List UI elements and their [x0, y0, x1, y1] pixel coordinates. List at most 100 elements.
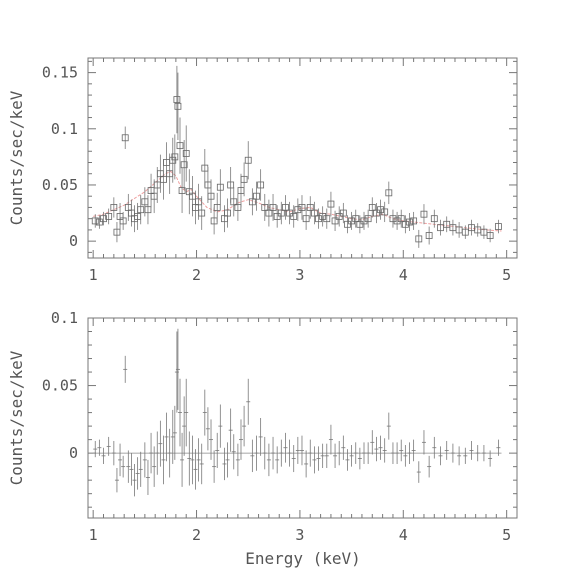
top-marker: [253, 192, 260, 200]
top-data-point: [182, 125, 190, 182]
bottom-data-point: [155, 431, 160, 475]
top-marker: [240, 175, 248, 183]
top-data-point: [244, 141, 252, 180]
top-data-point: [269, 193, 277, 221]
top-data-point: [121, 126, 129, 150]
top-data-point: [110, 197, 118, 218]
bottom-data-point: [187, 431, 192, 486]
bottom-data-point: [114, 468, 119, 493]
top-data-point: [298, 195, 306, 220]
bottom-data-point: [106, 436, 111, 456]
top-data-point: [315, 208, 322, 229]
top-data-point: [174, 72, 182, 141]
top-data-point: [306, 196, 314, 219]
bottom-data-point: [450, 443, 455, 463]
top-data-point: [302, 207, 310, 230]
top-marker: [137, 206, 145, 214]
bottom-data-point: [416, 461, 421, 483]
bottom-data-point: [175, 328, 180, 410]
bottom-data-point: [469, 440, 474, 460]
bottom-data-point: [349, 445, 354, 467]
top-marker: [461, 228, 469, 236]
top-marker: [248, 198, 256, 206]
top-marker: [294, 206, 302, 214]
top-data-point: [216, 169, 224, 206]
bottom-data-point: [135, 457, 140, 490]
top-marker: [277, 209, 285, 217]
top-data-point: [180, 140, 188, 190]
top-data-point: [381, 201, 389, 223]
top-data-point: [290, 205, 298, 228]
bottom-data-point: [149, 432, 154, 474]
top-data-point: [207, 179, 215, 214]
top-data-point: [437, 219, 444, 236]
bottom-data-point: [93, 440, 98, 458]
top-marker: [352, 215, 360, 223]
top-data-point: [224, 198, 231, 228]
top-marker: [306, 204, 314, 211]
bottom-data-point: [357, 447, 362, 470]
bottom-data-point: [481, 445, 486, 462]
top-marker: [100, 215, 107, 223]
bottom-data-point: [123, 355, 128, 383]
bottom-data-point: [295, 436, 300, 464]
top-marker: [174, 102, 182, 110]
bottom-data-point: [299, 435, 304, 466]
bottom-data-point: [212, 450, 217, 483]
bottom-data-point: [432, 436, 437, 459]
top-data-point: [480, 225, 488, 239]
top-marker: [385, 189, 393, 197]
bottom-data-point: [333, 443, 338, 468]
bottom-data-point: [283, 432, 288, 463]
top-data-point: [323, 208, 331, 229]
bottom-data-point: [291, 445, 296, 473]
bottom-data-point: [121, 455, 126, 478]
top-data-point: [257, 169, 265, 201]
top-plot-frame: [87, 57, 518, 259]
bottom-data-point: [421, 430, 426, 455]
top-marker: [319, 213, 327, 220]
top-marker: [315, 215, 322, 223]
bottom-y-tick-label: 0: [69, 444, 78, 462]
top-data-point: [327, 191, 335, 217]
top-data-point: [171, 134, 179, 180]
bottom-data-point: [118, 443, 123, 477]
bottom-data-point: [312, 446, 317, 474]
top-marker: [393, 217, 401, 225]
top-marker: [227, 181, 235, 189]
top-y-tick-label: 0: [69, 232, 78, 250]
top-marker: [282, 204, 289, 211]
bottom-data-point: [142, 442, 147, 478]
top-marker: [105, 213, 113, 220]
top-data-point: [474, 223, 482, 237]
top-marker: [494, 223, 502, 230]
top-data-point: [461, 225, 469, 239]
top-y-tick-label: 0.15: [42, 64, 78, 82]
top-marker: [401, 220, 409, 228]
top-data-point: [331, 210, 339, 232]
top-marker: [144, 206, 152, 214]
top-y-axis-label: Counts/sec/keV: [7, 90, 26, 225]
bottom-data-point: [215, 432, 220, 468]
top-y-tick-label: 0.05: [42, 176, 78, 194]
top-marker: [339, 209, 347, 217]
bottom-data-point: [320, 443, 325, 468]
bottom-x-tick-label: 3: [295, 526, 304, 544]
top-data-point: [176, 117, 184, 174]
bottom-data-point: [205, 407, 210, 451]
bottom-data-point: [178, 378, 183, 447]
top-data-point: [486, 228, 494, 243]
bottom-data-point: [126, 450, 131, 483]
bottom-data-point: [158, 420, 163, 467]
top-x-tick-label: 5: [502, 266, 511, 284]
bottom-data-point: [328, 424, 333, 455]
top-data-point: [265, 199, 273, 227]
top-marker: [348, 217, 356, 225]
bottom-x-tick-label: 1: [89, 526, 98, 544]
top-data-point: [100, 211, 107, 226]
bottom-data-point: [184, 378, 189, 447]
top-marker: [113, 228, 121, 236]
top-data-point: [178, 168, 186, 214]
top-data-point: [253, 181, 260, 211]
bottom-data-point: [111, 440, 116, 466]
